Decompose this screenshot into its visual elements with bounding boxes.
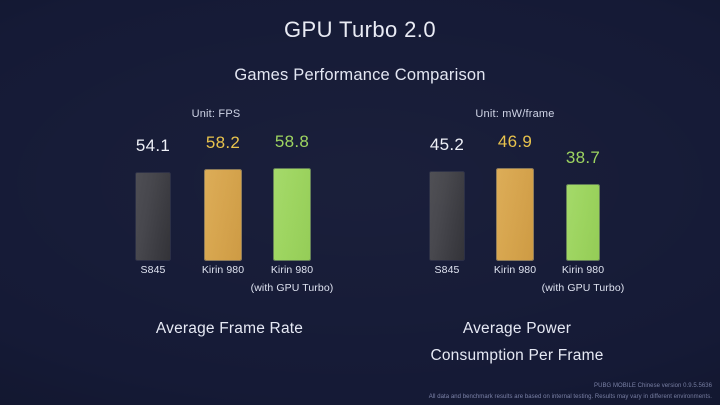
bar-value-label: 46.9 [497, 132, 533, 151]
bar-category-label: Kirin 980 [561, 264, 605, 276]
bar-rect [567, 185, 599, 260]
bar-value-label: 38.7 [565, 148, 601, 167]
footnote-line: All data and benchmark results are based… [428, 393, 712, 400]
bar-group: 54.1 S845 [135, 130, 171, 276]
bar-category-label: Kirin 980 [270, 264, 314, 276]
bar-rect [205, 170, 241, 260]
chart-plot-area: 54.1 S845 58.2 Kirin 980 58.8 Kirin 980 … [112, 130, 352, 294]
bar-group: 58.2 Kirin 980 [202, 130, 244, 276]
footnote-line: PUBG MOBILE Chinese version 0.9.5.5636 [594, 383, 712, 389]
bar-value-label: 45.2 [429, 135, 465, 154]
caption-average-power-line2: Consumption Per Frame [430, 347, 604, 364]
page-title: GPU Turbo 2.0 [284, 17, 436, 42]
chart-plot-area: 45.2 S845 46.9 Kirin 980 38.7 Kirin 980 … [392, 130, 642, 294]
page-subtitle: Games Performance Comparison [234, 66, 486, 84]
chart-unit-label: Unit: mW/frame [475, 108, 555, 120]
bar-rect [274, 169, 310, 260]
bar-category-label: Kirin 980 [201, 264, 245, 276]
bar-category-label: S845 [140, 264, 166, 276]
caption-average-power-line1: Average Power [462, 320, 572, 337]
caption-average-frame-rate: Average Frame Rate [155, 320, 304, 337]
bar-category-sublabel: (with GPU Turbo) [541, 282, 625, 294]
bar-group: 46.9 Kirin 980 [494, 130, 536, 276]
bar-value-label: 58.8 [274, 132, 310, 151]
bar-category-sublabel: (with GPU Turbo) [250, 282, 334, 294]
bar-category-label: Kirin 980 [493, 264, 537, 276]
bar-category-label: S845 [434, 264, 460, 276]
chart-unit-label: Unit: FPS [191, 108, 241, 120]
bar-value-label: 58.2 [205, 133, 241, 152]
bar-rect [430, 172, 464, 260]
bar-group: 45.2 S845 [429, 130, 465, 276]
bar-group: 58.8 Kirin 980 (with GPU Turbo) [251, 130, 334, 294]
bar-group: 38.7 Kirin 980 (with GPU Turbo) [542, 130, 625, 294]
footnotes: PUBG MOBILE Chinese version 0.9.5.5636 A… [429, 381, 712, 402]
bar-value-label: 54.1 [135, 136, 171, 155]
bar-rect [136, 173, 170, 260]
bar-rect [497, 169, 533, 260]
